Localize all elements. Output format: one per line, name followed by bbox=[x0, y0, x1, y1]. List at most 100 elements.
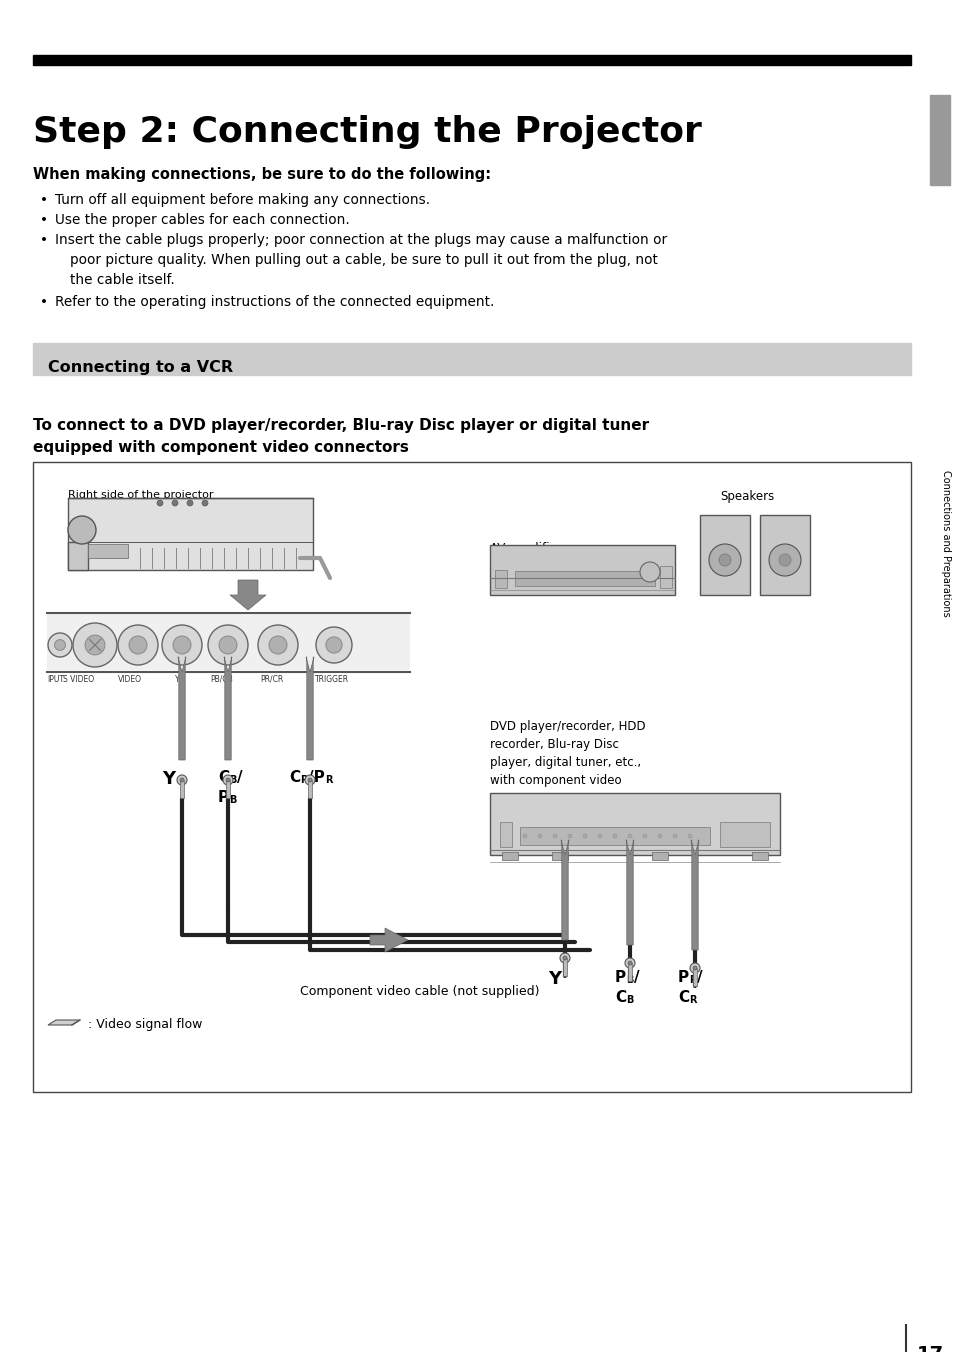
Circle shape bbox=[305, 775, 314, 786]
Circle shape bbox=[172, 500, 178, 506]
Circle shape bbox=[219, 635, 236, 654]
Circle shape bbox=[598, 834, 601, 838]
Circle shape bbox=[162, 625, 202, 665]
Circle shape bbox=[326, 637, 342, 653]
Bar bbox=[68, 498, 313, 571]
Circle shape bbox=[642, 834, 646, 838]
Bar bbox=[33, 462, 910, 1092]
Text: •: • bbox=[40, 233, 48, 247]
Text: Component video cable (not supplied): Component video cable (not supplied) bbox=[300, 986, 539, 998]
Circle shape bbox=[687, 834, 691, 838]
Text: Insert the cable plugs properly; poor connection at the plugs may cause a malfun: Insert the cable plugs properly; poor co… bbox=[55, 233, 666, 247]
Text: P: P bbox=[218, 790, 229, 804]
Circle shape bbox=[779, 554, 790, 566]
Text: DVD player/recorder, HDD
recorder, Blu-ray Disc
player, digital tuner, etc.,
wit: DVD player/recorder, HDD recorder, Blu-r… bbox=[490, 721, 645, 804]
Polygon shape bbox=[306, 657, 314, 760]
Bar bbox=[651, 852, 667, 860]
Circle shape bbox=[177, 775, 187, 786]
Bar bbox=[515, 571, 655, 585]
Bar bbox=[760, 515, 809, 595]
Circle shape bbox=[639, 562, 659, 581]
Bar bbox=[751, 852, 767, 860]
Bar bbox=[490, 545, 675, 595]
Circle shape bbox=[73, 623, 117, 667]
Bar bbox=[180, 780, 184, 798]
Circle shape bbox=[559, 953, 569, 963]
Circle shape bbox=[522, 834, 526, 838]
Text: •: • bbox=[40, 295, 48, 310]
Circle shape bbox=[315, 627, 352, 662]
Text: PB/CB: PB/CB bbox=[211, 675, 233, 684]
Bar bbox=[692, 968, 697, 986]
Text: C: C bbox=[678, 990, 688, 1005]
Circle shape bbox=[223, 775, 233, 786]
Bar bbox=[499, 822, 512, 846]
Circle shape bbox=[308, 777, 312, 781]
Text: PR/CR: PR/CR bbox=[260, 675, 283, 684]
Polygon shape bbox=[370, 927, 408, 952]
Polygon shape bbox=[178, 657, 186, 760]
Text: 17: 17 bbox=[916, 1345, 943, 1352]
Circle shape bbox=[567, 834, 572, 838]
Circle shape bbox=[269, 635, 287, 654]
Polygon shape bbox=[224, 657, 232, 760]
Circle shape bbox=[157, 500, 163, 506]
Text: B: B bbox=[229, 775, 236, 786]
Circle shape bbox=[719, 554, 730, 566]
Polygon shape bbox=[68, 542, 88, 571]
Text: the cable itself.: the cable itself. bbox=[70, 273, 174, 287]
Polygon shape bbox=[625, 840, 634, 945]
Text: Step 2: Connecting the Projector: Step 2: Connecting the Projector bbox=[33, 115, 701, 149]
Polygon shape bbox=[560, 840, 568, 940]
Circle shape bbox=[692, 965, 697, 969]
Text: Speakers: Speakers bbox=[720, 489, 774, 503]
Text: B: B bbox=[625, 975, 633, 986]
Text: S VIDEO: S VIDEO bbox=[63, 675, 94, 684]
Text: Right side of the projector: Right side of the projector bbox=[68, 489, 213, 500]
Bar bbox=[47, 612, 410, 671]
Circle shape bbox=[627, 961, 631, 965]
Text: Connections and Preparations: Connections and Preparations bbox=[940, 470, 950, 617]
Circle shape bbox=[68, 516, 96, 544]
Text: Turn off all equipment before making any connections.: Turn off all equipment before making any… bbox=[55, 193, 430, 207]
Circle shape bbox=[208, 625, 248, 665]
Text: Y: Y bbox=[162, 771, 175, 788]
Bar bbox=[33, 55, 910, 65]
Bar bbox=[33, 343, 910, 375]
Circle shape bbox=[54, 639, 66, 650]
Circle shape bbox=[562, 956, 566, 960]
Circle shape bbox=[537, 834, 541, 838]
Bar bbox=[627, 963, 631, 982]
Text: Y: Y bbox=[547, 969, 560, 988]
Text: To connect to a DVD player/recorder, Blu-ray Disc player or digital tuner: To connect to a DVD player/recorder, Blu… bbox=[33, 418, 648, 433]
Text: TRIGGER: TRIGGER bbox=[314, 675, 349, 684]
Text: VIDEO: VIDEO bbox=[118, 675, 142, 684]
Text: /P: /P bbox=[308, 771, 324, 786]
Circle shape bbox=[672, 834, 677, 838]
Circle shape bbox=[48, 633, 71, 657]
Circle shape bbox=[627, 834, 631, 838]
Text: R: R bbox=[688, 995, 696, 1005]
Text: When making connections, be sure to do the following:: When making connections, be sure to do t… bbox=[33, 168, 491, 183]
Text: Refer to the operating instructions of the connected equipment.: Refer to the operating instructions of t… bbox=[55, 295, 494, 310]
Text: B: B bbox=[625, 995, 633, 1005]
Polygon shape bbox=[690, 840, 699, 950]
Bar bbox=[226, 780, 230, 798]
Polygon shape bbox=[230, 580, 266, 610]
Circle shape bbox=[553, 834, 557, 838]
Bar bbox=[519, 827, 709, 845]
Text: •: • bbox=[40, 193, 48, 207]
Bar bbox=[495, 571, 506, 588]
Circle shape bbox=[118, 625, 158, 665]
Bar bbox=[490, 794, 780, 854]
Circle shape bbox=[658, 834, 661, 838]
Text: : Video signal flow: : Video signal flow bbox=[88, 1018, 202, 1032]
Text: R: R bbox=[325, 775, 333, 786]
Text: poor picture quality. When pulling out a cable, be sure to pull it out from the : poor picture quality. When pulling out a… bbox=[70, 253, 658, 266]
Text: IPUT: IPUT bbox=[47, 675, 64, 684]
Circle shape bbox=[768, 544, 801, 576]
Circle shape bbox=[85, 635, 105, 654]
Text: Connecting to a VCR: Connecting to a VCR bbox=[48, 360, 233, 375]
Polygon shape bbox=[48, 1019, 80, 1025]
Text: B: B bbox=[229, 795, 236, 804]
